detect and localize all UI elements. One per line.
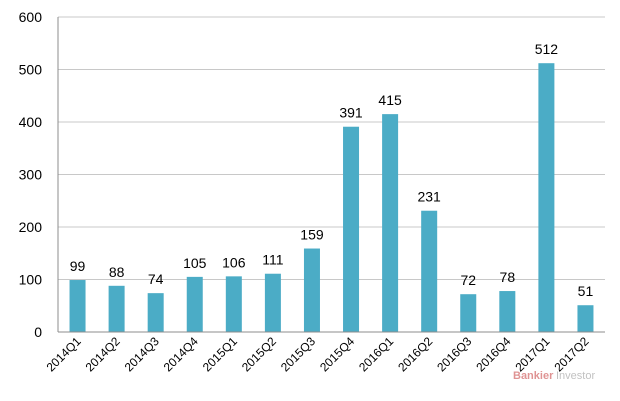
data-label: 72 — [460, 272, 476, 288]
y-axis-ticks: 0 100 200 300 400 500 600 — [19, 9, 43, 340]
bar — [421, 210, 438, 332]
bar — [225, 276, 242, 332]
data-label: 88 — [109, 264, 125, 280]
x-tick-label: 2016Q1 — [356, 334, 396, 374]
bar — [108, 285, 125, 332]
x-tick-label: 2017Q1 — [512, 334, 552, 374]
x-tick-label: 2014Q4 — [161, 334, 201, 374]
y-tick-label: 0 — [34, 324, 42, 340]
data-label: 78 — [500, 269, 516, 285]
watermark: Bankier Investor — [513, 370, 595, 382]
data-label: 231 — [417, 189, 441, 205]
x-tick-label: 2014Q2 — [83, 334, 123, 374]
x-tick-label: 2016Q3 — [434, 334, 474, 374]
bar — [538, 63, 555, 332]
data-label: 51 — [578, 283, 594, 299]
bars — [69, 63, 594, 332]
data-label: 512 — [535, 41, 559, 57]
x-tick-label: 2015Q3 — [278, 334, 318, 374]
gridlines — [58, 16, 605, 280]
bar — [577, 305, 594, 332]
x-tick-label: 2016Q4 — [473, 334, 513, 374]
bar — [303, 248, 320, 332]
y-tick-label: 500 — [19, 62, 43, 78]
data-label: 159 — [300, 227, 324, 243]
x-tick-label: 2016Q2 — [395, 334, 435, 374]
data-label: 111 — [262, 252, 283, 268]
bar — [382, 114, 399, 332]
bar — [460, 294, 477, 332]
bar — [186, 276, 203, 332]
data-label: 415 — [378, 92, 402, 108]
bar — [264, 273, 281, 332]
data-labels: 99 88 74 105 106 111 159 391 415 231 72 78 512 51 — [70, 41, 594, 299]
y-tick-label: 100 — [19, 272, 43, 288]
x-tick-label: 2014Q1 — [44, 334, 84, 374]
watermark-part2: Investor — [556, 370, 595, 382]
x-tick-label: 2014Q3 — [122, 334, 162, 374]
x-tick-label: 2015Q4 — [317, 334, 357, 374]
data-label: 74 — [148, 271, 164, 287]
x-tick-label: 2015Q2 — [239, 334, 279, 374]
bar — [147, 293, 164, 332]
x-axis-ticks: 2014Q12014Q22014Q32014Q42015Q12015Q22015… — [44, 334, 592, 374]
bar — [499, 291, 516, 332]
x-tick-label: 2017Q2 — [551, 334, 591, 374]
x-tick-label: 2015Q1 — [200, 334, 240, 374]
bar — [69, 280, 86, 332]
data-label: 105 — [183, 255, 207, 271]
y-tick-label: 400 — [19, 114, 43, 130]
data-label: 106 — [222, 254, 246, 270]
data-label: 99 — [70, 258, 86, 274]
bar — [343, 126, 360, 332]
y-tick-label: 300 — [19, 167, 43, 183]
y-tick-label: 600 — [19, 9, 43, 25]
data-label: 391 — [339, 105, 363, 121]
watermark-part1: Bankier — [513, 370, 554, 382]
y-tick-label: 200 — [19, 219, 43, 235]
